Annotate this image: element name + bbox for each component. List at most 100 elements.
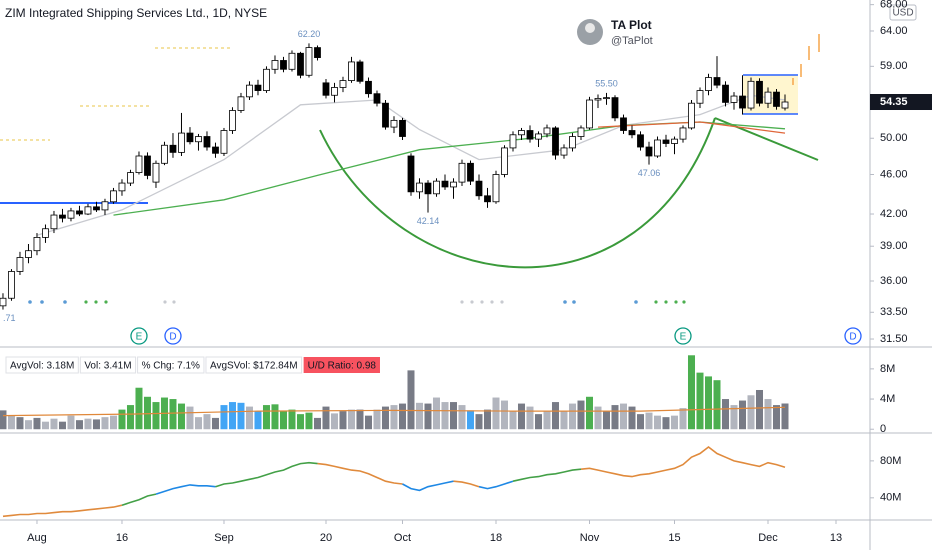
- line-segment: [317, 462, 403, 485]
- volume-bar: [92, 419, 100, 430]
- candle-body: [509, 134, 517, 149]
- candle-body: [339, 80, 347, 88]
- volume-bar: [696, 372, 704, 430]
- candle-body: [144, 155, 151, 176]
- volume-average: [2, 406, 786, 417]
- volume-bar: [347, 409, 355, 430]
- volume-bar: [534, 414, 542, 430]
- chart-title: ZIM Integrated Shipping Services Ltd., 1…: [5, 6, 267, 20]
- candle-body: [535, 133, 542, 140]
- y-tick-label: 64.00: [880, 25, 908, 37]
- volume-bar: [305, 412, 313, 430]
- y-tick-label: 36.00: [880, 275, 908, 287]
- price-annotation: 47.06: [638, 168, 661, 178]
- legend-item: AvgSVol: $172.84M: [210, 361, 298, 372]
- x-tick-label: 13: [830, 532, 842, 544]
- last-price-box: [870, 94, 932, 111]
- signal-dots: [28, 300, 638, 304]
- price-annotation: 42.14: [417, 216, 440, 226]
- volume-bar: [628, 406, 636, 430]
- candle-body: [526, 130, 534, 140]
- volume-bar: [721, 399, 729, 430]
- candle-body: [297, 52, 304, 76]
- candle-body: [552, 127, 559, 156]
- volume-bar: [109, 415, 117, 430]
- legend-box: [303, 357, 380, 373]
- candle-body: [42, 228, 49, 238]
- volume-bar: [747, 395, 755, 430]
- cup-curve: [319, 117, 716, 269]
- volume-bar: [500, 400, 508, 430]
- volume-bar: [381, 406, 389, 430]
- candle-body: [628, 130, 636, 136]
- candle-body: [679, 127, 687, 140]
- volume-bar: [41, 421, 49, 430]
- candle-body: [492, 174, 500, 203]
- candle-body: [288, 52, 296, 70]
- moving-average: [597, 121, 786, 134]
- candle-body: [730, 95, 738, 103]
- volume-bar: [288, 409, 296, 430]
- candle-body: [764, 91, 772, 104]
- volume-bar: [16, 417, 24, 430]
- last-price-label: 54.35: [880, 96, 908, 108]
- candle-body: [246, 84, 253, 98]
- candle-body: [416, 182, 423, 193]
- x-tick-label: Nov: [580, 532, 600, 544]
- line-segment: [478, 480, 514, 490]
- volume-bar: [611, 405, 619, 430]
- volume-bar: [373, 409, 381, 430]
- volume-bar: [143, 396, 151, 430]
- volume-bar: [738, 400, 746, 430]
- line-segment: [453, 480, 480, 488]
- candle-body: [467, 162, 474, 182]
- line-segment: [2, 504, 123, 518]
- candle-body: [84, 206, 92, 215]
- x-tick-label: 15: [668, 532, 680, 544]
- candle-body: [620, 117, 627, 131]
- candle-body: [390, 119, 398, 128]
- volume-bar: [449, 402, 457, 430]
- y-tick-label: 4M: [880, 393, 895, 405]
- y-tick-label: 39.00: [880, 240, 908, 252]
- candle-body: [611, 97, 619, 119]
- volume-bar: [560, 411, 568, 430]
- volume-bar: [254, 411, 262, 430]
- candle-body: [645, 146, 653, 157]
- candle-body: [399, 119, 406, 137]
- volume-bar: [424, 403, 432, 430]
- candle-body: [178, 132, 185, 153]
- legend-item: % Chg: 7.1%: [142, 361, 200, 372]
- candle-body: [314, 47, 321, 58]
- volume-bar: [568, 403, 576, 430]
- line-segment: [402, 480, 454, 492]
- candle-body: [195, 136, 202, 143]
- volume-bar: [50, 418, 58, 430]
- volume-bar: [58, 421, 66, 430]
- candle-body: [33, 236, 41, 252]
- y-tick-label: 0: [880, 423, 886, 435]
- y-tick-label: 50.00: [880, 132, 908, 144]
- volume-bar: [101, 417, 109, 430]
- volume-bar: [619, 403, 627, 430]
- y-tick-label: 31.50: [880, 333, 908, 345]
- currency-box: [889, 4, 917, 21]
- volume-bar: [730, 405, 738, 430]
- author-name: TA Plot: [611, 18, 652, 32]
- candle-body: [331, 87, 338, 96]
- volume-bar: [169, 399, 177, 430]
- volume-bar: [526, 406, 534, 430]
- event-marker: [164, 327, 182, 345]
- candle-body: [25, 250, 32, 258]
- volume-bar: [211, 417, 219, 430]
- y-tick-label: 68.00: [880, 0, 908, 11]
- volume-bar: [203, 414, 211, 430]
- candle-body: [722, 84, 729, 103]
- x-tick-label: 18: [490, 532, 502, 544]
- candle-body: [16, 257, 24, 272]
- volume-bar: [662, 417, 670, 430]
- candle-body: [280, 60, 287, 70]
- candle-body: [543, 127, 551, 135]
- candle-body: [271, 60, 279, 70]
